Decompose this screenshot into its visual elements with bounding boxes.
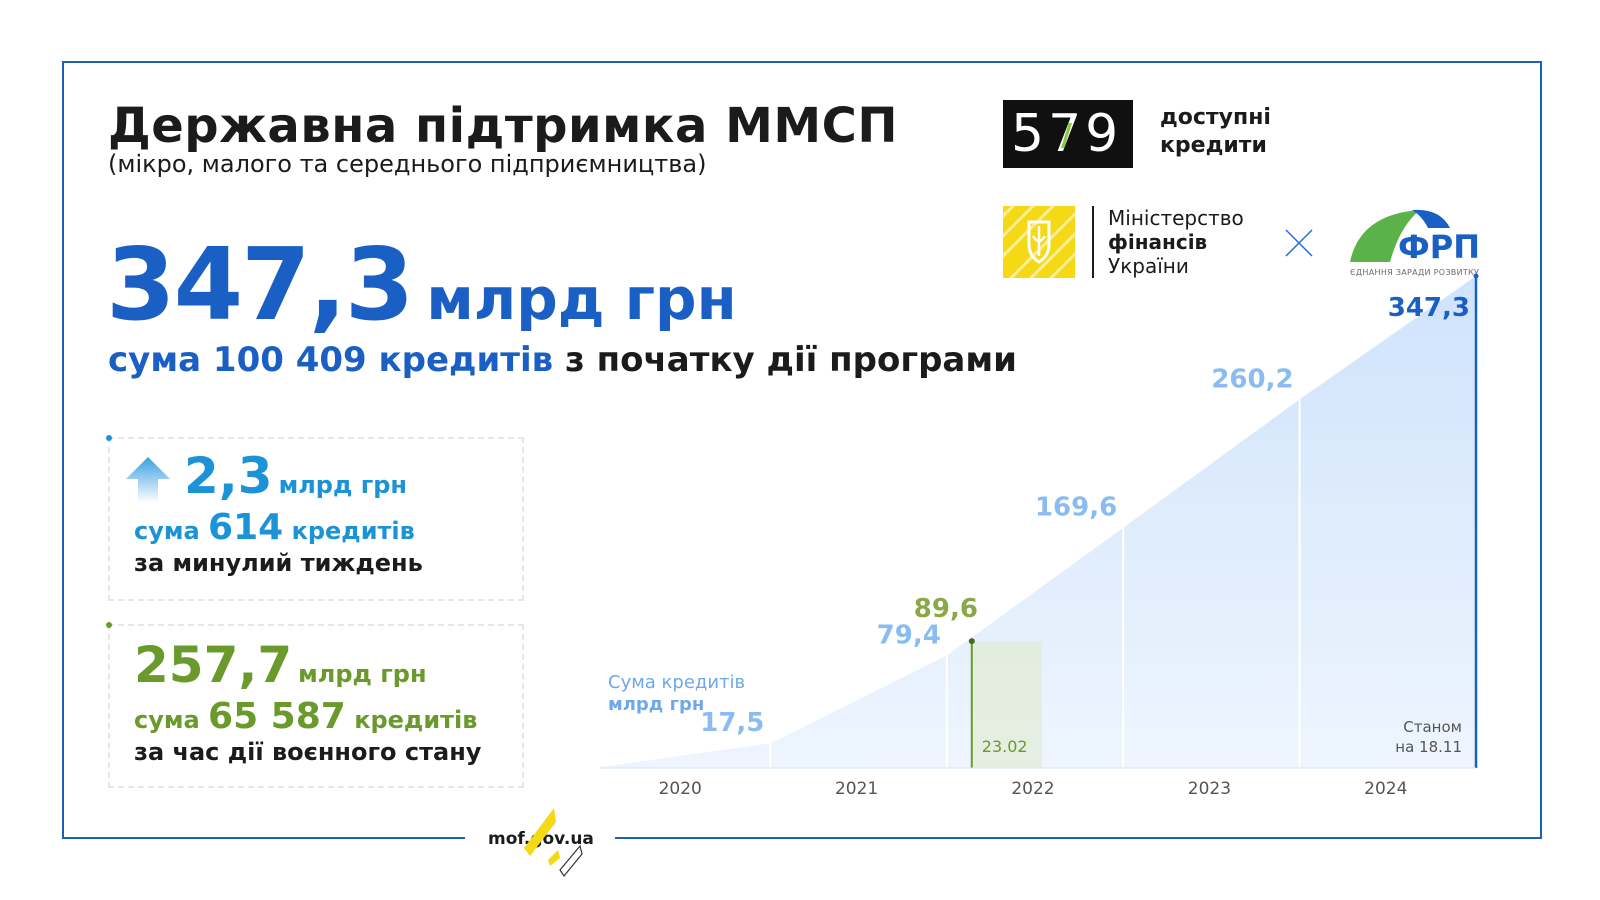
program-digits: 579 <box>1011 104 1123 164</box>
card-dot <box>106 435 112 441</box>
total-amount-unit: млрд грн <box>426 265 737 333</box>
wartime-amount-value: 257,7 <box>134 636 293 694</box>
wartime-loans-word: кредитів <box>354 706 478 734</box>
total-amount: 347,3 млрд грн <box>106 226 737 343</box>
ministry-mark-icon <box>524 808 583 878</box>
total-loans-line: сума 100 409 кредитів з початку дії прог… <box>108 340 1017 380</box>
total-amount-value: 347,3 <box>106 226 414 343</box>
war-marker-label: 89,6 <box>914 594 978 624</box>
ministry-separator <box>1092 206 1094 278</box>
chart-note-line2: на 18.11 <box>1395 738 1462 756</box>
frp-logo-icon <box>1350 209 1450 262</box>
program-line1: доступні <box>1160 105 1271 130</box>
ministry-line2: фінансів <box>1108 230 1208 254</box>
weekly-amount: 2,3 млрд грн <box>184 447 407 505</box>
ministry-line3: України <box>1108 254 1189 278</box>
chart-legend-line2: млрд грн <box>608 694 705 715</box>
frp-tagline: ЄДНАННЯ ЗАРАДИ РОЗВИТКУ <box>1350 268 1480 277</box>
ministry-emblem-icon <box>1003 206 1075 278</box>
wartime-amount-unit: млрд грн <box>298 660 427 688</box>
weekly-line-prefix: сума <box>134 517 200 545</box>
page-title: Державна підтримка ММСП <box>108 98 898 154</box>
total-line-suffix: з початку дії програми <box>565 340 1017 380</box>
arrow-up-icon <box>126 457 170 503</box>
frp-name: ФРП <box>1398 228 1480 266</box>
weekly-amount-value: 2,3 <box>184 447 273 505</box>
data-label: 169,6 <box>1035 493 1117 523</box>
data-label: 347,3 <box>1388 293 1470 323</box>
weekly-loans-line: сума 614 кредитів <box>134 507 415 548</box>
weekly-amount-unit: млрд грн <box>278 471 407 499</box>
wartime-amount: 257,7 млрд грн <box>134 636 427 694</box>
weekly-loans-word: кредитів <box>291 517 415 545</box>
wartime-stats-card: 257,7 млрд грн сума 65 587 кредитів за ча… <box>106 622 524 788</box>
x-tick-label: 2022 <box>1011 779 1054 799</box>
total-loans-count: 100 409 <box>212 340 367 380</box>
wartime-loans-line: сума 65 587 кредитів <box>134 696 477 737</box>
war-marker-date: 23.02 <box>982 737 1028 756</box>
program-name: доступні кредити <box>1160 104 1271 160</box>
x-tick-label: 2020 <box>659 779 702 799</box>
chart-endpoint <box>1473 273 1479 279</box>
data-label: 260,2 <box>1211 364 1293 394</box>
program-579-logo: 579 / <box>1003 100 1133 168</box>
weekly-stats-card: 2,3 млрд грн сума 614 кредитів за минулий… <box>106 435 524 601</box>
total-loans-word: кредитів <box>378 340 554 380</box>
x-tick-label: 2021 <box>835 779 878 799</box>
page-subtitle: (мікро, малого та середнього підприємниц… <box>108 150 707 178</box>
card-dot <box>106 622 112 628</box>
content-frame <box>62 61 1542 839</box>
total-line-prefix: сума <box>108 340 202 380</box>
percent-icon: / <box>1061 118 1072 153</box>
ministry-name: Міністерство фінансів України <box>1108 206 1244 278</box>
chart-note-line1: Станом <box>1403 718 1462 736</box>
ministry-line1: Міністерство <box>1108 206 1244 230</box>
chart-area <box>600 276 1476 768</box>
data-label: 79,4 <box>877 621 941 651</box>
partnership-cross-icon <box>1285 229 1313 257</box>
wartime-period: за час дії воєнного стану <box>134 738 482 766</box>
x-tick-label: 2023 <box>1188 779 1231 799</box>
wartime-line-prefix: сума <box>134 706 200 734</box>
x-tick-label: 2024 <box>1364 779 1407 799</box>
wartime-loans-count: 65 587 <box>208 696 346 737</box>
weekly-loans-count: 614 <box>208 507 284 548</box>
loans-area-chart: 17,5 79,4 169,6 260,2 347,3 89,6 23.02 2020 2021… <box>600 273 1479 799</box>
war-marker-dot <box>968 638 975 645</box>
chart-legend-line1: Сума кредитів <box>608 672 746 693</box>
program-line2: кредити <box>1160 133 1267 158</box>
war-period-shade <box>971 641 1042 768</box>
data-label: 17,5 <box>700 708 764 738</box>
weekly-period: за минулий тиждень <box>134 549 423 577</box>
